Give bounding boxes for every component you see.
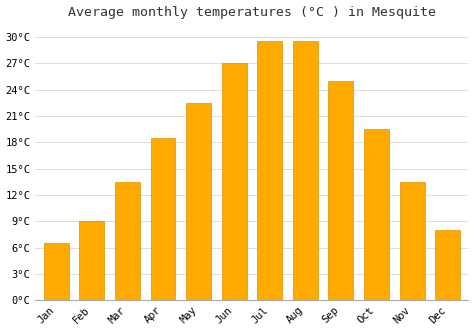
Bar <box>79 221 104 300</box>
Bar <box>400 182 425 300</box>
Bar <box>186 103 211 300</box>
Bar <box>257 41 282 300</box>
Bar <box>44 243 69 300</box>
Bar <box>328 81 353 300</box>
Bar <box>293 41 318 300</box>
Bar <box>435 230 460 300</box>
Bar <box>151 138 175 300</box>
Title: Average monthly temperatures (°C ) in Mesquite: Average monthly temperatures (°C ) in Me… <box>68 6 436 19</box>
Bar <box>364 129 389 300</box>
Bar <box>222 63 246 300</box>
Bar <box>115 182 140 300</box>
